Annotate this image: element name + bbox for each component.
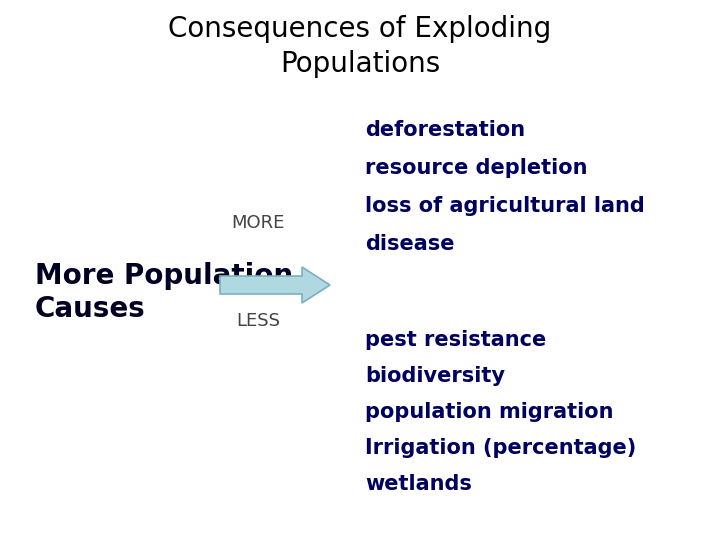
Text: Irrigation (percentage): Irrigation (percentage) xyxy=(365,438,636,458)
Text: Consequences of Exploding: Consequences of Exploding xyxy=(168,15,552,43)
Text: Populations: Populations xyxy=(280,50,440,78)
Text: pest resistance: pest resistance xyxy=(365,330,546,350)
Text: loss of agricultural land: loss of agricultural land xyxy=(365,196,644,216)
Text: MORE: MORE xyxy=(231,214,284,232)
Text: More Population: More Population xyxy=(35,262,293,290)
Text: resource depletion: resource depletion xyxy=(365,158,588,178)
Text: Causes: Causes xyxy=(35,295,145,323)
Text: LESS: LESS xyxy=(236,312,280,330)
Text: population migration: population migration xyxy=(365,402,613,422)
FancyArrow shape xyxy=(220,267,330,303)
Text: deforestation: deforestation xyxy=(365,120,525,140)
Text: wetlands: wetlands xyxy=(365,474,472,494)
Text: biodiversity: biodiversity xyxy=(365,366,505,386)
Text: disease: disease xyxy=(365,234,454,254)
